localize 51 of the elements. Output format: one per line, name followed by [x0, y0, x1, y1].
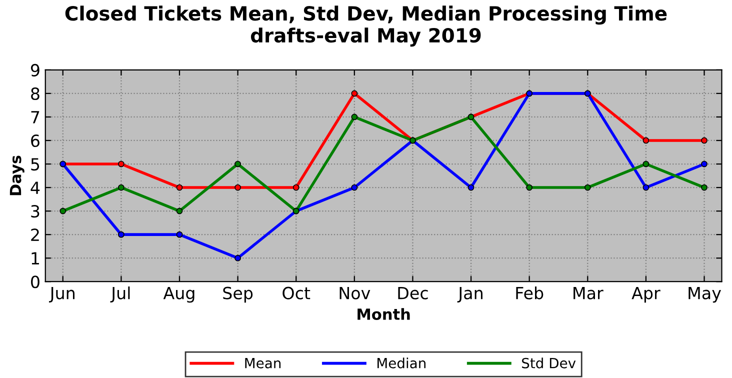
x-axis-title: Month [358, 308, 410, 320]
x-tick-label: Dec [398, 286, 428, 300]
legend-label: Std Dev [522, 358, 576, 368]
y-tick-label: 8 [31, 87, 40, 100]
point [118, 231, 124, 238]
x-tick-label: Jun [48, 286, 74, 302]
point [642, 160, 650, 168]
point [176, 208, 183, 214]
point [642, 184, 650, 191]
point [176, 184, 183, 191]
y-tick-label: 1 [32, 252, 39, 264]
x-tick-label: Oct [282, 286, 310, 300]
x-tick-label: Feb [516, 286, 544, 300]
x-tick-label: May [688, 286, 721, 303]
point [642, 137, 650, 144]
x-tick-label: Aug [163, 286, 194, 303]
point [60, 208, 66, 214]
y-tick-label: 0 [31, 276, 40, 288]
y-tick-label: 9 [30, 64, 40, 76]
point [351, 184, 358, 191]
y-tick-label: 5 [31, 158, 40, 171]
point [234, 254, 241, 262]
legend-label: Mean [245, 358, 281, 368]
y-tick-label: 7 [31, 111, 40, 124]
x-tick-label: Nov [340, 286, 370, 300]
point [584, 184, 591, 191]
y-tick-label: 4 [30, 182, 40, 194]
legend-label: Median [378, 358, 426, 368]
x-tick-label: Jan [457, 286, 482, 302]
point [701, 184, 708, 191]
y-axis-title: Days [10, 156, 24, 196]
point [701, 137, 708, 144]
point [118, 160, 124, 168]
x-tick-label: Mar [574, 286, 604, 300]
point [176, 231, 183, 238]
point [351, 114, 358, 120]
y-tick-label: 3 [31, 205, 40, 218]
point [234, 184, 241, 191]
point [118, 184, 124, 191]
point [701, 160, 708, 168]
x-tick-label: Jul [110, 286, 130, 302]
x-tick-label: Sep [223, 286, 253, 303]
x-tick-label: Apr [632, 286, 660, 303]
y-tick-label: 6 [31, 134, 40, 148]
point [468, 184, 474, 191]
chart-title: Closed Tickets Mean, Std Dev, Median Processing Time drafts-eval May 2019 [65, 6, 667, 47]
point [526, 184, 533, 191]
y-tick-label: 2 [31, 228, 39, 241]
point [292, 184, 300, 191]
point [234, 160, 241, 168]
point [351, 90, 358, 97]
